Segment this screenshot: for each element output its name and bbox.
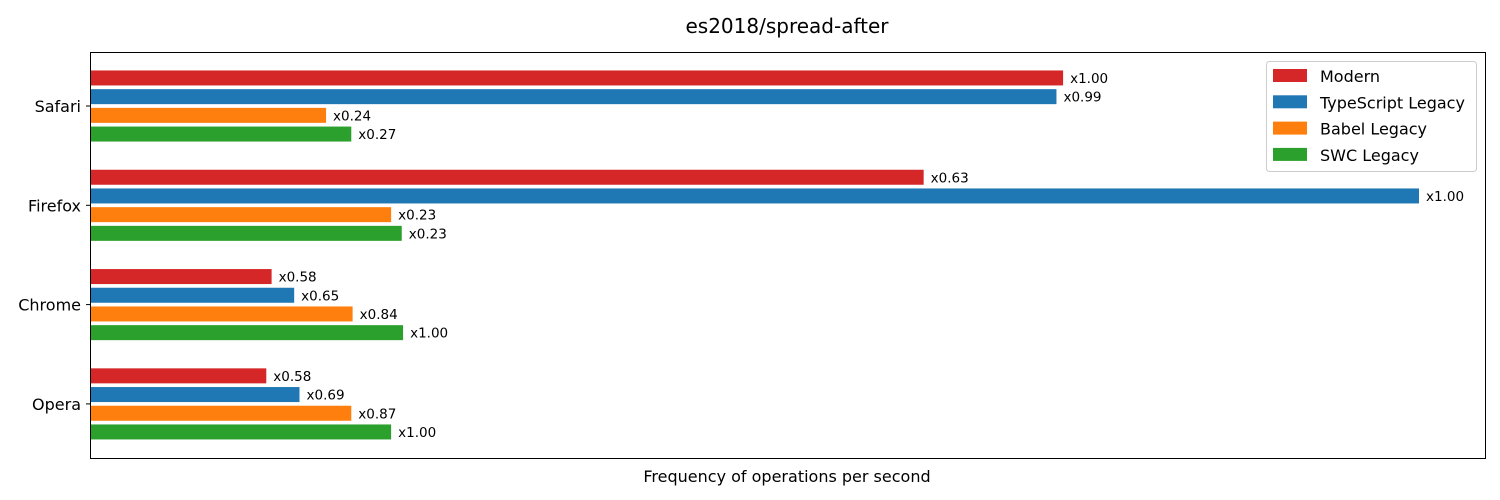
legend-label: Babel Legacy xyxy=(1320,120,1427,139)
bar-chrome-babel-legacy xyxy=(91,306,353,322)
bar-opera-modern xyxy=(91,368,267,384)
bar-firefox-babel-legacy xyxy=(91,207,392,223)
bar-value-label: x0.99 xyxy=(1063,90,1101,106)
bar-chrome-typescript-legacy xyxy=(91,287,295,303)
bar-opera-typescript-legacy xyxy=(91,387,300,403)
bar-safari-swc-legacy xyxy=(91,126,352,142)
bar-value-label: x1.00 xyxy=(1070,71,1108,87)
legend-label: TypeScript Legacy xyxy=(1319,93,1465,112)
x-axis-label: Frequency of operations per second xyxy=(643,467,930,486)
chart-title: es2018/spread-after xyxy=(685,14,889,38)
legend-swatch-babel-legacy xyxy=(1273,121,1307,135)
bar-value-label: x1.00 xyxy=(398,425,436,441)
bar-value-label: x0.58 xyxy=(273,369,311,385)
bars-group: x1.00 x0.99 x0.24 x0.27 x0.63 x1.00 x0.23 x0.23… xyxy=(91,70,1464,441)
bar-value-label: x0.23 xyxy=(398,208,436,224)
legend-label: Modern xyxy=(1320,67,1380,86)
legend-swatch-swc-legacy xyxy=(1273,147,1307,161)
bar-value-label: x0.84 xyxy=(360,307,398,323)
bar-value-label: x0.27 xyxy=(358,127,396,143)
bar-safari-babel-legacy xyxy=(91,107,327,123)
bar-value-label: x1.00 xyxy=(410,326,448,342)
bar-firefox-modern xyxy=(91,169,924,185)
bar-value-label: x1.00 xyxy=(1426,189,1464,205)
bar-value-label: x0.23 xyxy=(409,226,447,242)
bar-opera-babel-legacy xyxy=(91,405,352,421)
y-tick-label-firefox: Firefox xyxy=(28,196,81,215)
y-axis-categories: Safari Firefox Chrome Opera xyxy=(18,97,91,414)
bar-firefox-typescript-legacy xyxy=(91,188,1419,204)
legend-swatch-typescript-legacy xyxy=(1273,95,1307,109)
bar-safari-modern xyxy=(91,70,1064,86)
bar-value-label: x0.24 xyxy=(333,108,371,124)
bar-opera-swc-legacy xyxy=(91,424,392,440)
y-tick-label-chrome: Chrome xyxy=(18,296,81,315)
bar-value-label: x0.65 xyxy=(301,288,339,304)
bar-value-label: x0.63 xyxy=(931,170,969,186)
bar-firefox-swc-legacy xyxy=(91,225,402,241)
bar-value-label: x0.69 xyxy=(306,388,344,404)
plot-frame xyxy=(90,52,1486,459)
bar-chrome-swc-legacy xyxy=(91,325,404,341)
bar-value-label: x0.87 xyxy=(358,406,396,422)
legend-label: SWC Legacy xyxy=(1320,146,1419,165)
bar-value-label: x0.58 xyxy=(279,270,317,286)
y-tick-label-safari: Safari xyxy=(35,97,81,116)
y-tick-label-opera: Opera xyxy=(32,395,81,414)
legend-swatch-modern xyxy=(1273,69,1307,82)
bar-safari-typescript-legacy xyxy=(91,89,1057,105)
legend-frame xyxy=(1266,61,1477,172)
legend: Modern TypeScript Legacy Babel Legacy SWC L… xyxy=(1266,61,1477,172)
bar-chrome-modern xyxy=(91,269,272,285)
